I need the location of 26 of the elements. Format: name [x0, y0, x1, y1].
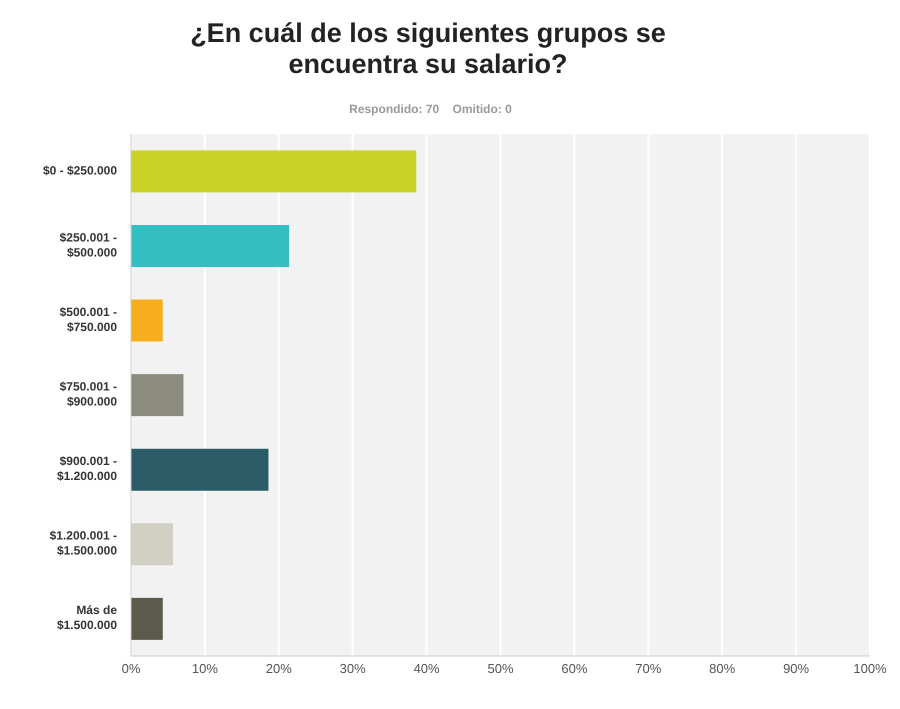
x-tick-label: 20% [266, 661, 292, 676]
y-tick-label: $900.001 - $1.200.000 [56, 454, 118, 484]
y-tick-label: Más de $1.500.000 [56, 603, 118, 632]
chart-subtitle: Respondido: 70 Omitido: 0 [348, 102, 513, 116]
y-tick-label: $0 - $250.000 [42, 163, 118, 178]
y-tick-label: $750.001 - $900.000 [60, 380, 118, 409]
chart-title: ¿En cuál de los siguientes grupos se encuentra su salario? [189, 17, 667, 80]
y-tick-label: $1.200.001 - $1.500.000 [50, 528, 118, 558]
x-tick-label: 40% [414, 661, 440, 676]
y-tick-label: $500.001 - $750.000 [60, 305, 118, 334]
bar [131, 598, 163, 640]
x-tick-label: 90% [783, 661, 810, 676]
x-tick-label: 30% [340, 661, 366, 676]
bar [131, 224, 290, 267]
x-tick-label: 80% [709, 661, 736, 676]
bar [131, 448, 268, 491]
x-tick-label: 60% [561, 661, 588, 676]
x-tick-label: 10% [192, 661, 218, 676]
x-tick-label: 70% [635, 661, 662, 676]
x-tick-label: 50% [487, 661, 514, 676]
bar [131, 300, 163, 342]
x-tick-label: 100% [853, 661, 888, 676]
y-tick-label: $250.001 - $500.000 [60, 230, 118, 260]
bar [131, 374, 184, 416]
x-tick-label: 0% [122, 661, 141, 676]
bar [131, 150, 416, 192]
